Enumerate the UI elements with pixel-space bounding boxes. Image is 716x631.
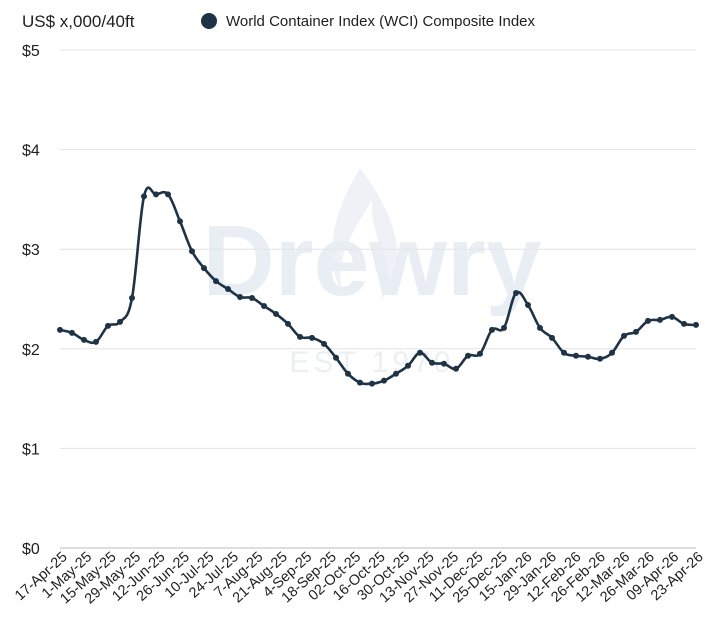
data-point	[585, 353, 591, 360]
data-point	[141, 193, 147, 200]
y-tick-label: $2	[22, 342, 40, 359]
data-point	[273, 310, 279, 317]
data-point	[621, 332, 627, 339]
data-point	[513, 290, 519, 297]
data-point	[297, 333, 303, 340]
data-point	[165, 191, 171, 198]
data-point	[441, 360, 447, 367]
y-axis-unit-label: US$ x,000/40ft	[22, 12, 135, 31]
data-point	[237, 294, 243, 301]
data-point	[201, 265, 207, 272]
data-point	[561, 349, 567, 356]
data-point	[333, 354, 339, 361]
data-point	[489, 326, 495, 333]
data-point	[669, 313, 675, 320]
data-point	[309, 334, 315, 341]
data-point	[117, 318, 123, 325]
data-point	[549, 334, 555, 341]
data-point	[537, 324, 543, 331]
grid-lines	[60, 49, 696, 549]
data-point	[693, 321, 699, 328]
data-point	[393, 370, 399, 377]
data-point	[129, 295, 135, 302]
data-point	[501, 324, 507, 331]
series-group	[57, 186, 699, 387]
data-point	[153, 191, 159, 198]
data-point	[189, 248, 195, 255]
data-point	[597, 355, 603, 362]
legend-marker	[201, 13, 217, 29]
data-point	[525, 301, 531, 308]
data-point	[633, 328, 639, 335]
data-point	[261, 302, 267, 309]
data-point	[93, 338, 99, 345]
y-tick-label: $4	[22, 143, 40, 160]
data-point	[657, 316, 663, 323]
data-point	[57, 326, 63, 333]
y-tick-label: $1	[22, 441, 40, 458]
data-point	[81, 336, 87, 343]
data-point	[345, 370, 351, 377]
x-axis-ticks: 17-Apr-251-May-2515-May-2529-May-2512-Ju…	[12, 549, 707, 607]
data-point	[477, 350, 483, 357]
data-point	[417, 349, 423, 356]
data-point	[429, 359, 435, 366]
data-point	[285, 320, 291, 327]
data-point	[453, 365, 459, 372]
data-point	[321, 340, 327, 347]
data-point	[69, 329, 75, 336]
data-point	[681, 320, 687, 327]
data-point	[213, 278, 219, 285]
watermark-brand: Drewry	[202, 205, 541, 317]
y-tick-label: $0	[22, 541, 40, 558]
legend-label: World Container Index (WCI) Composite In…	[226, 13, 536, 30]
legend: World Container Index (WCI) Composite In…	[201, 13, 536, 30]
data-point	[357, 379, 363, 386]
data-point	[225, 286, 231, 293]
y-tick-label: $5	[22, 43, 40, 60]
data-point	[609, 349, 615, 356]
data-point	[381, 377, 387, 384]
data-point	[645, 317, 651, 324]
data-point	[249, 295, 255, 302]
data-point	[369, 380, 375, 387]
data-point	[465, 352, 471, 359]
watermark: Drewry EST 1970	[202, 168, 542, 379]
flame-watermark-icon	[332, 168, 398, 300]
y-axis-ticks: $0 $1 $2 $3 $4 $5	[22, 43, 40, 558]
watermark-est: EST 1970	[290, 346, 455, 379]
y-tick-label: $3	[22, 242, 40, 259]
data-point	[405, 362, 411, 369]
data-point	[177, 218, 183, 225]
data-point	[105, 322, 111, 329]
data-point	[573, 352, 579, 359]
